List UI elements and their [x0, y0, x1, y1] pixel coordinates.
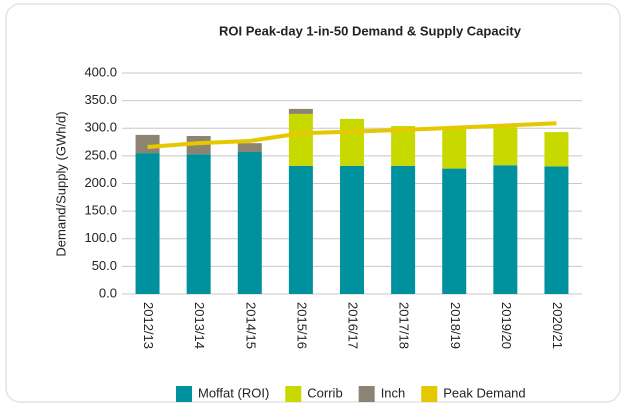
panel [5, 3, 621, 403]
x-tick-label: 2014/15 [243, 302, 258, 349]
bar-segment [340, 165, 364, 294]
bar-segment [544, 132, 569, 167]
x-tick-label: 2018/19 [448, 302, 463, 349]
bar-segment [288, 113, 313, 166]
bar-segment [391, 165, 416, 294]
y-tick-label: 50.0 [92, 258, 117, 273]
x-tick-label: 2016/17 [346, 302, 361, 349]
bar-segment [186, 154, 211, 294]
bar-segment [493, 127, 518, 166]
bar-segment [135, 134, 160, 154]
x-tick-label: 2013/14 [192, 302, 207, 349]
bar-segment [340, 118, 364, 166]
y-axis-label: Demand/Supply (GWh/d) [53, 111, 68, 256]
bar-segment [135, 153, 160, 294]
legend-swatch [358, 386, 375, 402]
legend-label: Moffat (ROI) [198, 385, 269, 400]
bar-segment [288, 108, 313, 114]
x-tick-label: 2015/16 [294, 302, 309, 349]
y-tick-label: 300.0 [84, 120, 117, 135]
bar-segment [442, 128, 467, 169]
x-tick-label: 2020/21 [550, 302, 565, 349]
legend-label: Peak Demand [443, 385, 525, 400]
y-tick-label: 200.0 [84, 175, 117, 190]
bar-segment [493, 165, 518, 294]
x-tick-label: 2017/18 [397, 302, 412, 349]
legend-label: Inch [381, 385, 406, 400]
y-tick-label: 250.0 [84, 147, 117, 162]
y-tick-label: 0.0 [99, 285, 117, 300]
bar-segment [442, 168, 467, 294]
x-tick-label: 2012/13 [141, 302, 156, 349]
bar-segment [391, 126, 416, 166]
y-tick-label: 350.0 [84, 92, 117, 107]
y-tick-label: 150.0 [84, 203, 117, 218]
legend-swatch [421, 386, 438, 402]
legend-swatch [176, 386, 192, 402]
y-tick-label: 400.0 [84, 64, 117, 79]
y-tick-label: 100.0 [84, 230, 117, 245]
line [147, 121, 557, 150]
legend-swatch [285, 386, 302, 402]
bar-segment [288, 165, 313, 294]
x-tick-label: 2019/20 [499, 302, 514, 349]
bar-segment [544, 166, 569, 294]
bar-segment [237, 152, 262, 294]
legend-label: Corrib [307, 385, 342, 400]
chart-title: ROI Peak-day 1-in-50 Demand & Supply Cap… [219, 23, 522, 38]
bar-segment [237, 143, 262, 153]
